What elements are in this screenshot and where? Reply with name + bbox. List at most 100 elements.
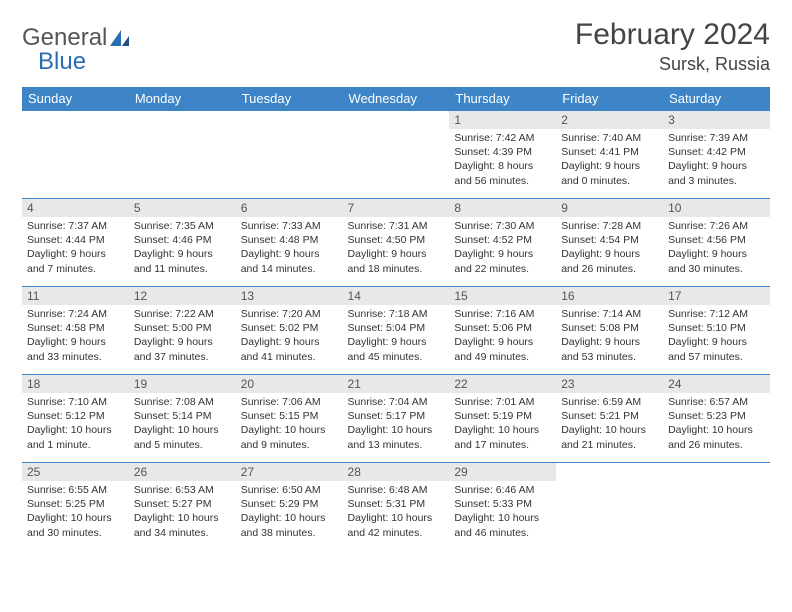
month-title: February 2024	[575, 18, 770, 52]
day-details: Sunrise: 7:28 AMSunset: 4:54 PMDaylight:…	[556, 217, 663, 280]
day-number: 9	[556, 199, 663, 217]
day-number: 8	[449, 199, 556, 217]
calendar-cell: 4Sunrise: 7:37 AMSunset: 4:44 PMDaylight…	[22, 199, 129, 287]
sunset-text: Sunset: 5:00 PM	[134, 321, 231, 335]
day-details: Sunrise: 7:20 AMSunset: 5:02 PMDaylight:…	[236, 305, 343, 368]
daylight-text: Daylight: 8 hours and 56 minutes.	[454, 159, 551, 187]
sunrise-text: Sunrise: 6:53 AM	[134, 483, 231, 497]
sunrise-text: Sunrise: 6:57 AM	[668, 395, 765, 409]
day-number: 26	[129, 463, 236, 481]
weekday-header: Tuesday	[236, 87, 343, 111]
sunset-text: Sunset: 5:33 PM	[454, 497, 551, 511]
day-details: Sunrise: 6:57 AMSunset: 5:23 PMDaylight:…	[663, 393, 770, 456]
sunset-text: Sunset: 5:10 PM	[668, 321, 765, 335]
day-details: Sunrise: 7:40 AMSunset: 4:41 PMDaylight:…	[556, 129, 663, 192]
day-details: Sunrise: 7:35 AMSunset: 4:46 PMDaylight:…	[129, 217, 236, 280]
day-number: 2	[556, 111, 663, 129]
calendar-week: 4Sunrise: 7:37 AMSunset: 4:44 PMDaylight…	[22, 199, 770, 287]
day-details: Sunrise: 6:46 AMSunset: 5:33 PMDaylight:…	[449, 481, 556, 544]
day-number: 15	[449, 287, 556, 305]
calendar-cell: 11Sunrise: 7:24 AMSunset: 4:58 PMDayligh…	[22, 287, 129, 375]
calendar-cell: 16Sunrise: 7:14 AMSunset: 5:08 PMDayligh…	[556, 287, 663, 375]
sunrise-text: Sunrise: 7:37 AM	[27, 219, 124, 233]
daylight-text: Daylight: 9 hours and 30 minutes.	[668, 247, 765, 275]
day-number: 19	[129, 375, 236, 393]
weekday-header: Saturday	[663, 87, 770, 111]
sunrise-text: Sunrise: 7:06 AM	[241, 395, 338, 409]
calendar-cell: 15Sunrise: 7:16 AMSunset: 5:06 PMDayligh…	[449, 287, 556, 375]
sunrise-text: Sunrise: 7:01 AM	[454, 395, 551, 409]
daylight-text: Daylight: 9 hours and 33 minutes.	[27, 335, 124, 363]
day-number: 22	[449, 375, 556, 393]
daylight-text: Daylight: 10 hours and 46 minutes.	[454, 511, 551, 539]
day-details: Sunrise: 7:33 AMSunset: 4:48 PMDaylight:…	[236, 217, 343, 280]
daylight-text: Daylight: 10 hours and 26 minutes.	[668, 423, 765, 451]
calendar-cell: 9Sunrise: 7:28 AMSunset: 4:54 PMDaylight…	[556, 199, 663, 287]
daylight-text: Daylight: 9 hours and 11 minutes.	[134, 247, 231, 275]
day-number: 1	[449, 111, 556, 129]
day-number: 17	[663, 287, 770, 305]
day-details: Sunrise: 7:14 AMSunset: 5:08 PMDaylight:…	[556, 305, 663, 368]
sunrise-text: Sunrise: 7:08 AM	[134, 395, 231, 409]
sunrise-text: Sunrise: 7:40 AM	[561, 131, 658, 145]
daylight-text: Daylight: 9 hours and 57 minutes.	[668, 335, 765, 363]
sunset-text: Sunset: 5:14 PM	[134, 409, 231, 423]
day-number: 16	[556, 287, 663, 305]
sunset-text: Sunset: 4:48 PM	[241, 233, 338, 247]
day-details: Sunrise: 7:30 AMSunset: 4:52 PMDaylight:…	[449, 217, 556, 280]
daylight-text: Daylight: 9 hours and 37 minutes.	[134, 335, 231, 363]
calendar-cell: 22Sunrise: 7:01 AMSunset: 5:19 PMDayligh…	[449, 375, 556, 463]
day-details: Sunrise: 7:18 AMSunset: 5:04 PMDaylight:…	[343, 305, 450, 368]
day-details: Sunrise: 6:55 AMSunset: 5:25 PMDaylight:…	[22, 481, 129, 544]
sunset-text: Sunset: 4:39 PM	[454, 145, 551, 159]
daylight-text: Daylight: 9 hours and 3 minutes.	[668, 159, 765, 187]
sunrise-text: Sunrise: 7:28 AM	[561, 219, 658, 233]
day-details: Sunrise: 7:24 AMSunset: 4:58 PMDaylight:…	[22, 305, 129, 368]
day-details: Sunrise: 7:10 AMSunset: 5:12 PMDaylight:…	[22, 393, 129, 456]
calendar-cell: 6Sunrise: 7:33 AMSunset: 4:48 PMDaylight…	[236, 199, 343, 287]
day-details: Sunrise: 7:39 AMSunset: 4:42 PMDaylight:…	[663, 129, 770, 192]
day-number: 24	[663, 375, 770, 393]
calendar-cell: 17Sunrise: 7:12 AMSunset: 5:10 PMDayligh…	[663, 287, 770, 375]
sunset-text: Sunset: 4:42 PM	[668, 145, 765, 159]
sunset-text: Sunset: 4:50 PM	[348, 233, 445, 247]
daylight-text: Daylight: 10 hours and 38 minutes.	[241, 511, 338, 539]
weekday-header: Friday	[556, 87, 663, 111]
calendar-table: Sunday Monday Tuesday Wednesday Thursday…	[22, 87, 770, 551]
title-block: February 2024 Sursk, Russia	[575, 18, 770, 75]
day-number: 28	[343, 463, 450, 481]
calendar-cell: .	[22, 111, 129, 199]
sunrise-text: Sunrise: 7:12 AM	[668, 307, 765, 321]
calendar-head: Sunday Monday Tuesday Wednesday Thursday…	[22, 87, 770, 111]
sunset-text: Sunset: 4:46 PM	[134, 233, 231, 247]
sunset-text: Sunset: 5:17 PM	[348, 409, 445, 423]
weekday-header: Sunday	[22, 87, 129, 111]
sunrise-text: Sunrise: 7:20 AM	[241, 307, 338, 321]
day-number: 13	[236, 287, 343, 305]
weekday-header: Monday	[129, 87, 236, 111]
calendar-cell: 19Sunrise: 7:08 AMSunset: 5:14 PMDayligh…	[129, 375, 236, 463]
day-details: Sunrise: 7:42 AMSunset: 4:39 PMDaylight:…	[449, 129, 556, 192]
calendar-cell: 13Sunrise: 7:20 AMSunset: 5:02 PMDayligh…	[236, 287, 343, 375]
day-number: 3	[663, 111, 770, 129]
sunrise-text: Sunrise: 7:31 AM	[348, 219, 445, 233]
sunrise-text: Sunrise: 6:46 AM	[454, 483, 551, 497]
sunset-text: Sunset: 5:29 PM	[241, 497, 338, 511]
daylight-text: Daylight: 10 hours and 13 minutes.	[348, 423, 445, 451]
day-number: 7	[343, 199, 450, 217]
calendar-cell: 7Sunrise: 7:31 AMSunset: 4:50 PMDaylight…	[343, 199, 450, 287]
day-details: Sunrise: 7:04 AMSunset: 5:17 PMDaylight:…	[343, 393, 450, 456]
sunrise-text: Sunrise: 6:48 AM	[348, 483, 445, 497]
day-details: Sunrise: 7:12 AMSunset: 5:10 PMDaylight:…	[663, 305, 770, 368]
calendar-week: 18Sunrise: 7:10 AMSunset: 5:12 PMDayligh…	[22, 375, 770, 463]
day-number: 25	[22, 463, 129, 481]
calendar-cell: 25Sunrise: 6:55 AMSunset: 5:25 PMDayligh…	[22, 463, 129, 551]
sunrise-text: Sunrise: 7:26 AM	[668, 219, 765, 233]
daylight-text: Daylight: 9 hours and 7 minutes.	[27, 247, 124, 275]
daylight-text: Daylight: 9 hours and 14 minutes.	[241, 247, 338, 275]
day-details: Sunrise: 7:16 AMSunset: 5:06 PMDaylight:…	[449, 305, 556, 368]
day-details: Sunrise: 7:26 AMSunset: 4:56 PMDaylight:…	[663, 217, 770, 280]
daylight-text: Daylight: 9 hours and 45 minutes.	[348, 335, 445, 363]
sunset-text: Sunset: 4:54 PM	[561, 233, 658, 247]
sunrise-text: Sunrise: 7:18 AM	[348, 307, 445, 321]
